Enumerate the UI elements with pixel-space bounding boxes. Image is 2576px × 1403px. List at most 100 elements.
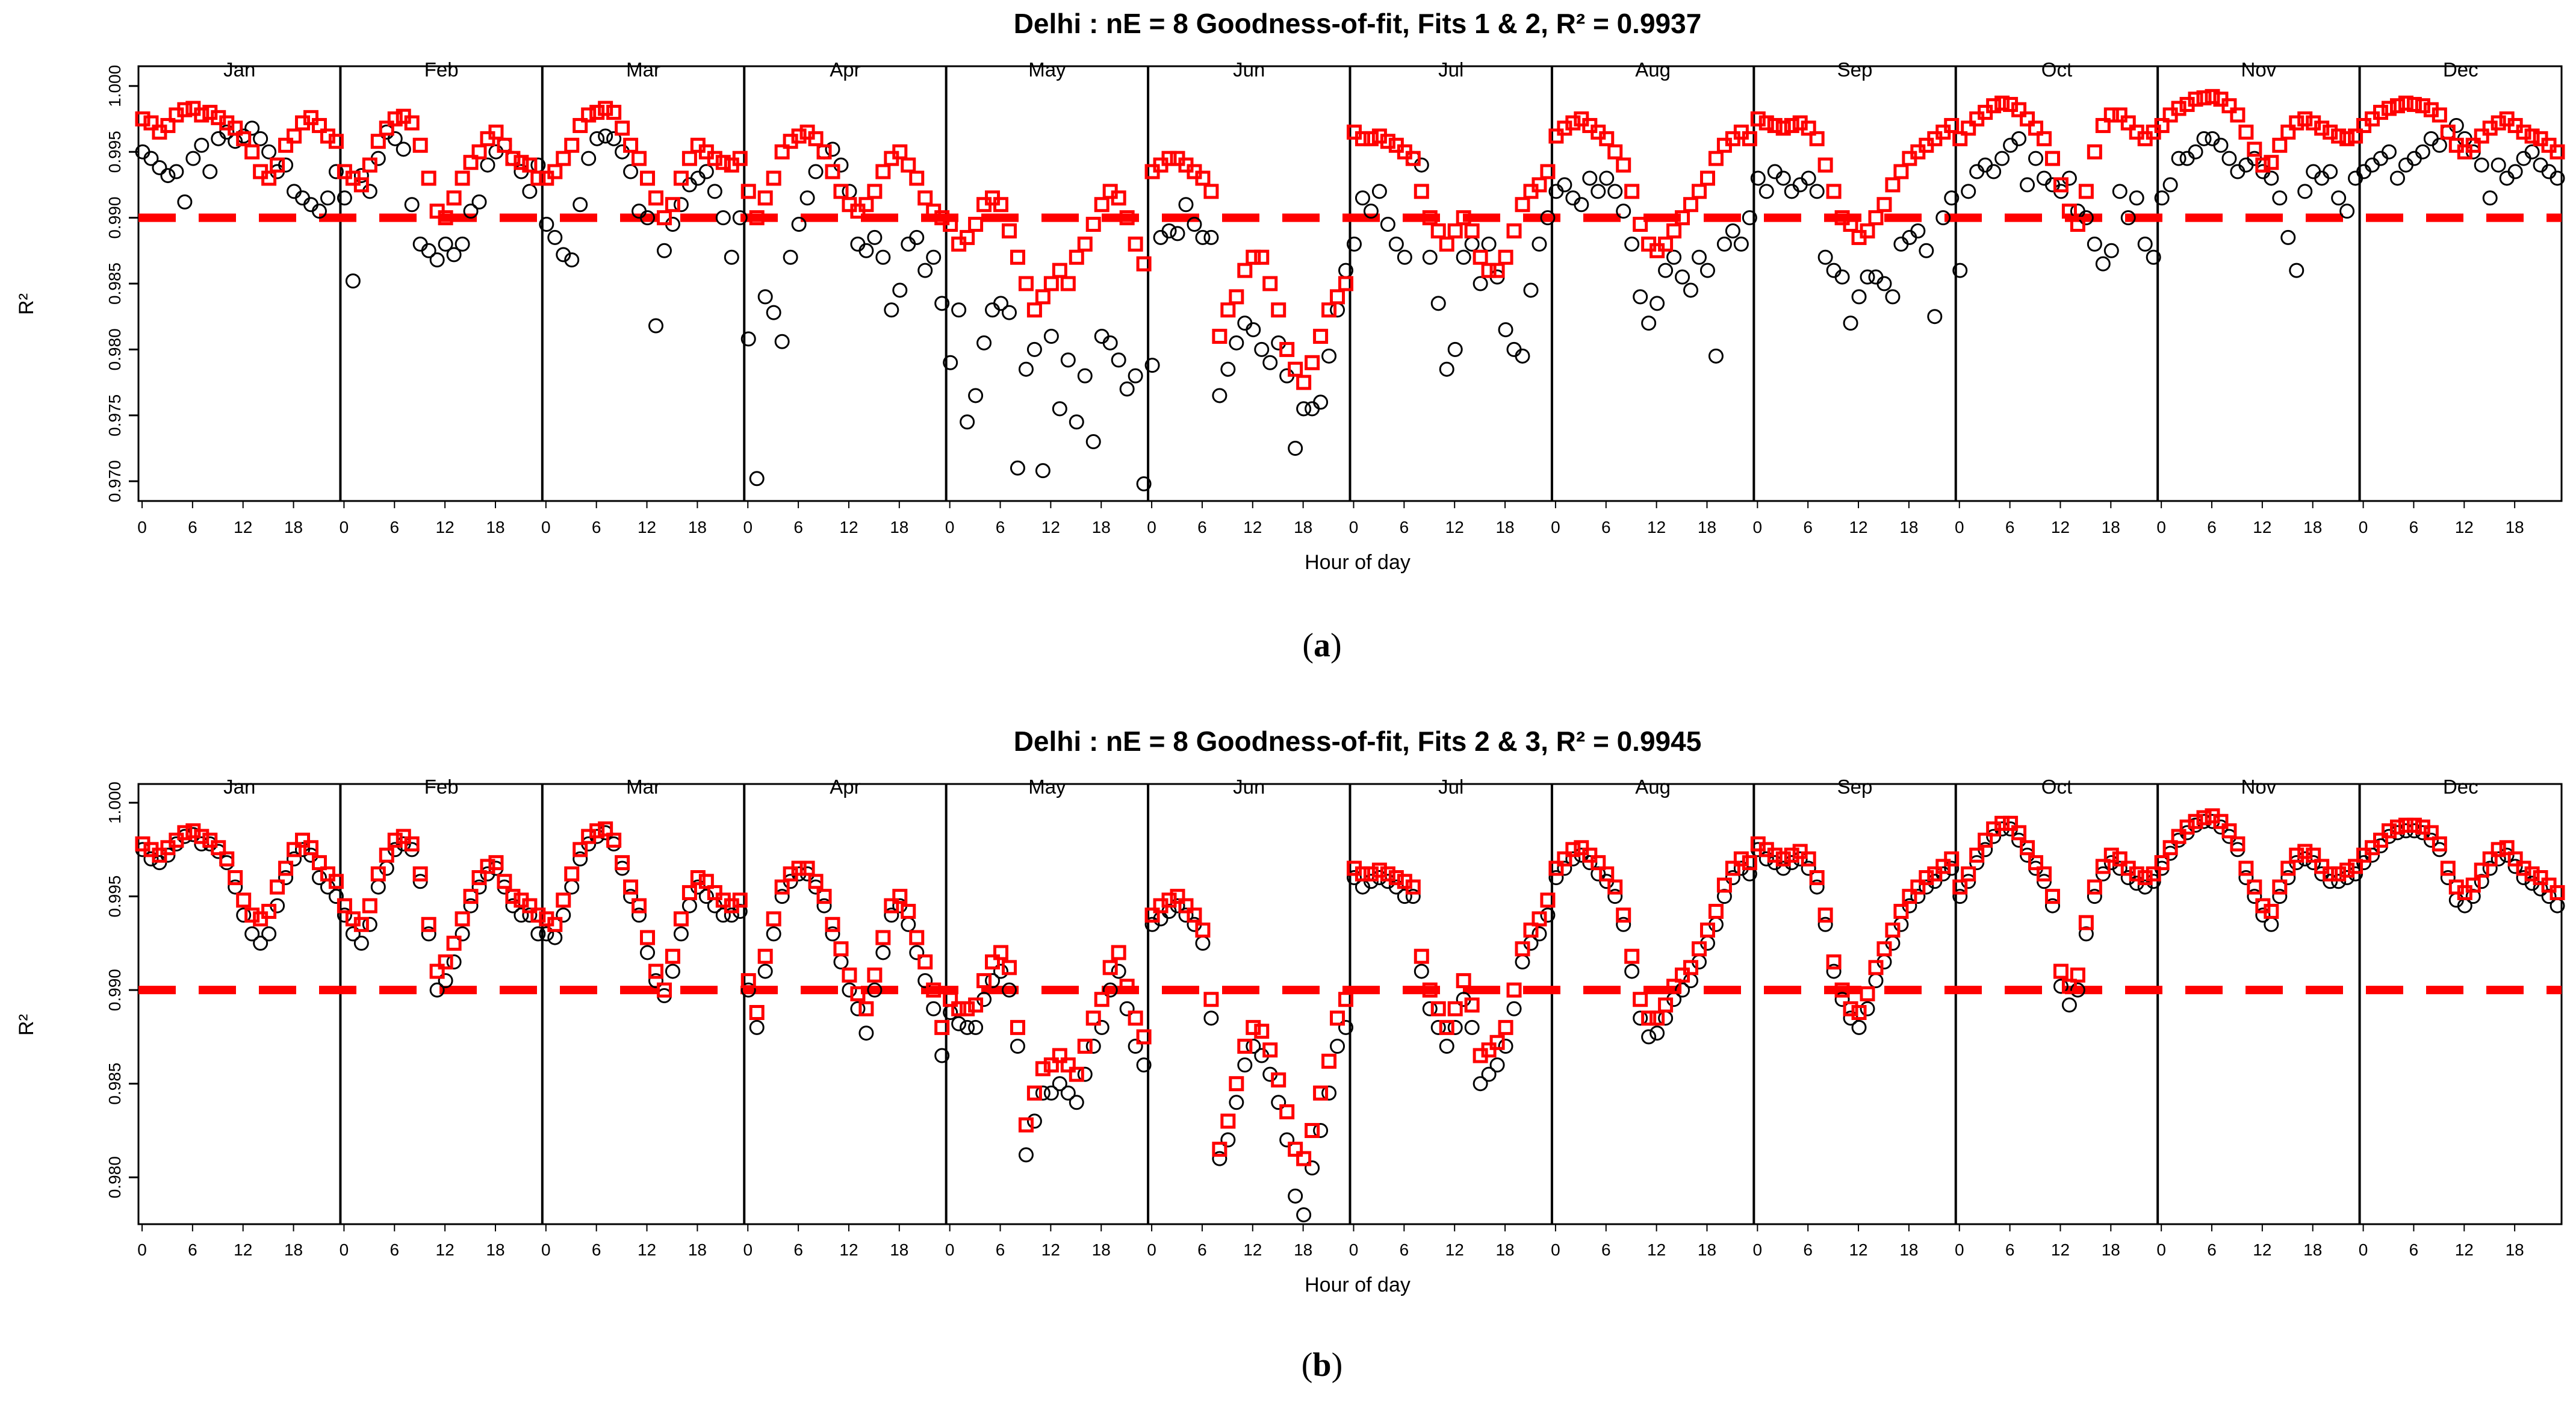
data-point-circle	[2482, 190, 2498, 206]
y-tick-label: 0.985	[105, 263, 124, 305]
x-tick-label: 12	[2253, 1240, 2271, 1259]
data-point-square	[1767, 847, 1783, 863]
data-point-square	[2398, 95, 2413, 111]
data-point-square	[160, 117, 176, 133]
data-point-square	[556, 151, 571, 166]
data-point-square	[1321, 1053, 1337, 1069]
month-label: Oct	[2041, 58, 2072, 81]
data-point-circle	[278, 870, 294, 886]
data-point-circle	[480, 157, 495, 173]
data-point-circle	[1422, 1001, 1438, 1016]
data-point-square	[1675, 210, 1690, 226]
data-point-square	[825, 916, 840, 932]
month-labels-b: Jan Feb Mar Apr May Jun Jul Aug Sep Oct Nov Dec	[223, 776, 2478, 798]
data-point-circle	[1254, 341, 1270, 357]
data-point-square	[2550, 144, 2565, 160]
data-point-square	[177, 102, 193, 117]
x-tick-label: 6	[2207, 518, 2217, 537]
data-point-square	[1599, 131, 1615, 146]
x-tick-label: 18	[486, 518, 504, 537]
data-point-circle	[1675, 269, 1690, 285]
data-point-square	[1944, 117, 1960, 133]
x-tick-label: 6	[188, 1240, 197, 1259]
data-point-square	[2154, 855, 2170, 871]
data-point-circle	[934, 1048, 950, 1063]
data-point-circle	[1843, 316, 1858, 331]
x-tick-label: 18	[890, 1240, 908, 1259]
data-point-square	[1910, 879, 1926, 895]
data-point-circle	[2507, 164, 2523, 179]
data-point-square	[1035, 289, 1051, 305]
data-point-circle	[2533, 157, 2548, 173]
x-tick-label: 18	[284, 518, 303, 537]
data-point-square	[311, 117, 327, 133]
data-point-circle	[1439, 1038, 1454, 1054]
data-point-circle	[1052, 401, 1067, 417]
data-point-circle	[951, 1016, 967, 1031]
data-point-circle	[1338, 1019, 1354, 1035]
data-point-circle	[1893, 236, 1909, 252]
data-point-circle	[2238, 157, 2254, 173]
data-point-circle	[2381, 144, 2397, 160]
data-point-circle	[2365, 157, 2380, 173]
data-point-square	[1843, 217, 1858, 232]
data-point-circle	[1464, 1019, 1480, 1035]
data-point-circle	[1456, 249, 1471, 265]
data-point-circle	[640, 210, 656, 226]
data-point-square	[2432, 836, 2447, 852]
data-point-square	[2381, 101, 2397, 116]
y-tick-label: 1.000	[105, 65, 124, 107]
data-point-square	[1220, 302, 1236, 318]
data-point-square	[2516, 124, 2531, 140]
x-tick-label: 6	[592, 518, 601, 537]
data-point-circle	[1447, 1019, 1463, 1035]
data-point-square	[808, 131, 824, 146]
x-tick-label: 6	[793, 1240, 803, 1259]
data-point-square	[1321, 302, 1337, 318]
data-point-square	[1271, 302, 1286, 318]
data-point-square	[219, 851, 235, 866]
data-point-square	[2289, 115, 2304, 131]
data-point-circle	[1288, 1188, 1303, 1204]
data-point-square	[2348, 859, 2363, 874]
data-point-square	[556, 892, 571, 908]
data-point-square	[2129, 866, 2144, 882]
data-point-circle	[1119, 1001, 1135, 1016]
data-point-circle	[698, 164, 714, 179]
data-point-circle	[404, 197, 420, 213]
data-point-circle	[740, 331, 756, 347]
month-label: Dec	[2443, 58, 2478, 81]
x-tick-label: 18	[1495, 518, 1514, 537]
data-point-circle	[2398, 157, 2413, 173]
data-point-circle	[2247, 889, 2262, 904]
data-point-circle	[1355, 190, 1370, 206]
data-point-circle	[1557, 860, 1572, 876]
data-point-square	[328, 874, 344, 889]
data-point-circle	[740, 982, 756, 998]
month-label: Feb	[424, 776, 459, 798]
data-point-circle	[337, 190, 352, 206]
data-point-square	[1557, 851, 1572, 866]
x-tick-label: 18	[2102, 1240, 2120, 1259]
data-point-square	[2061, 204, 2077, 219]
data-point-square	[1658, 997, 1674, 1013]
y-tick-label: 0.995	[105, 876, 124, 918]
data-point-circle	[1986, 164, 2002, 179]
data-point-circle	[623, 889, 639, 904]
data-point-circle	[253, 131, 268, 146]
data-point-circle	[2306, 164, 2321, 179]
data-point-circle	[2162, 177, 2178, 193]
data-point-square	[564, 866, 580, 882]
data-point-square	[2078, 184, 2094, 199]
x-axis-label-a: Hour of day	[1305, 551, 1411, 574]
data-point-circle	[1010, 1038, 1025, 1054]
data-point-circle	[547, 930, 563, 945]
data-point-square	[1591, 855, 1606, 871]
data-point-circle	[884, 907, 899, 923]
data-point-square	[1498, 1019, 1513, 1035]
data-point-square	[1195, 922, 1211, 938]
data-point-circle	[2179, 151, 2195, 166]
data-point-circle	[1111, 352, 1126, 368]
data-point-circle	[1001, 305, 1017, 320]
data-point-square	[1288, 361, 1303, 377]
